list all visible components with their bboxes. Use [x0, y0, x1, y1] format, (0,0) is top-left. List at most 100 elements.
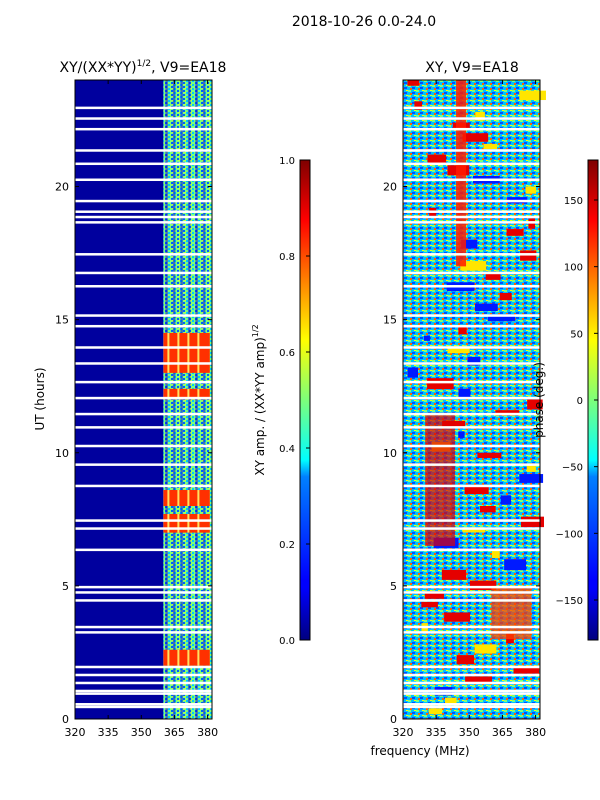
amplitude-gap-row	[75, 484, 212, 488]
amplitude-gap-row	[75, 380, 212, 384]
y-tick-label: 5	[62, 580, 69, 593]
amplitude-gap-row	[75, 412, 212, 416]
phase-gap-row	[403, 444, 540, 448]
phase-gap-row	[403, 221, 540, 224]
phase-gap-row	[403, 314, 540, 317]
phase-gap-row	[403, 599, 540, 602]
phase-panel-title: XY, V9=EA18	[425, 60, 519, 76]
phase-patch	[462, 527, 486, 533]
phase-gap-row	[403, 484, 540, 488]
colorbar-tick-label: 0.4	[279, 444, 295, 455]
x-tick-label: 350	[131, 726, 152, 739]
y-tick-label: 15	[383, 314, 397, 327]
phase-patch	[525, 186, 537, 194]
colorbar-tick-label: 0	[577, 396, 583, 407]
amplitude-colorbar-ticks: 0.0 0.2 0.4 0.6 0.8 1.0	[279, 156, 310, 647]
phase-patch	[519, 90, 546, 101]
phase-gap-row	[403, 548, 540, 552]
amplitude-high-stripe	[177, 332, 180, 373]
phase-gap-row	[403, 162, 540, 166]
x-tick-label: 335	[426, 726, 447, 739]
amplitude-high-stripe	[187, 332, 190, 373]
colorbar-tick-label: 150	[564, 196, 583, 207]
phase-patch	[458, 388, 471, 399]
amplitude-high-stripe	[187, 388, 190, 400]
amplitude-panel: XY/(XX*YY)1/2, V9=EA18 320 335 350 365 380 0…	[33, 59, 226, 739]
x-tick-label: 380	[197, 726, 218, 739]
amplitude-high-block	[163, 513, 210, 533]
phase-patch	[487, 314, 516, 322]
y-tick-label: 0	[62, 713, 69, 726]
phase-patch	[462, 133, 489, 142]
amplitude-gap-row	[75, 396, 212, 400]
x-tick-label: 320	[393, 726, 414, 739]
amplitude-colorbar: 0.0 0.2 0.4 0.6 0.8 1.0 XY amp. / (XX*YY amp)…	[251, 156, 311, 647]
phase-gap-row	[403, 519, 540, 522]
colorbar-tick-label: −50	[562, 463, 583, 474]
colorbar-tick-label: −100	[556, 529, 583, 540]
amplitude-gap-row	[75, 631, 212, 634]
phase-patch	[499, 293, 512, 301]
phase-red-region	[425, 412, 456, 546]
y-tick-label: 20	[383, 181, 397, 194]
amplitude-gap-row	[75, 426, 212, 429]
x-tick-label: 335	[98, 726, 119, 739]
phase-colorbar-ticks: 150 100 50 0 −50 −100 −150	[556, 196, 598, 607]
x-tick-label: 320	[65, 726, 86, 739]
amplitude-gap-row	[75, 692, 212, 695]
amplitude-high-stripe	[177, 649, 180, 666]
phase-patch	[441, 569, 467, 580]
amplitude-high-stripe	[197, 513, 200, 533]
amplitude-high-stripe	[197, 388, 200, 400]
phase-patch	[504, 559, 527, 571]
phase-red-track	[456, 80, 467, 267]
amplitude-high-stripe	[177, 388, 180, 400]
phase-gap-row	[403, 346, 540, 349]
amplitude-heatmap	[75, 80, 212, 719]
phase-gap-row	[403, 285, 540, 288]
amplitude-high-stripe	[187, 490, 190, 506]
colorbar-tick-label: 0.6	[279, 348, 295, 359]
phase-colorbar: 150 100 50 0 −50 −100 −150 phase (deg.)	[532, 159, 599, 641]
phase-gap-row	[403, 362, 540, 365]
amplitude-gap-row	[75, 703, 212, 706]
amplitude-high-stripe	[167, 649, 170, 666]
phase-red-region	[491, 585, 532, 640]
y-tick-label: 10	[383, 447, 397, 460]
phase-gap-row	[403, 215, 540, 219]
phase-gap-row	[403, 681, 540, 685]
phase-x-axis: 320 335 350 365 380	[393, 80, 546, 739]
amplitude-gap-row	[75, 625, 212, 629]
phase-gap-row	[403, 117, 540, 120]
amplitude-gap-row	[75, 210, 212, 213]
amplitude-high-stripe	[167, 513, 170, 533]
phase-patch	[407, 367, 419, 378]
phase-gap-row	[403, 380, 540, 384]
amplitude-colorbar-gradient	[299, 159, 311, 641]
phase-patch	[520, 516, 544, 528]
amplitude-gap-row	[75, 162, 212, 166]
phase-gap-row	[403, 149, 540, 152]
x-tick-label: 350	[459, 726, 480, 739]
colorbar-tick-label: 0.8	[279, 252, 295, 263]
phase-gap-row	[403, 253, 540, 256]
phase-patch	[519, 474, 544, 483]
colorbar-tick-label: 1.0	[279, 156, 295, 167]
phase-patch	[421, 601, 438, 608]
phase-gap-row	[403, 631, 540, 634]
x-tick-label: 380	[525, 726, 546, 739]
phase-patch	[465, 676, 492, 683]
amplitude-high-stripe	[187, 649, 190, 666]
amplitude-x-axis: 320 335 350 365 380	[65, 80, 218, 739]
phase-patch	[526, 463, 536, 472]
amplitude-gap-row	[75, 271, 212, 275]
amplitude-gap-row	[75, 106, 212, 110]
amplitude-gap-row	[75, 324, 212, 328]
amplitude-gap-row	[75, 591, 212, 594]
phase-gap-row	[403, 585, 540, 589]
phase-panel: XY, V9=EA18 320 335 350 365 380 0 5 10 15 20 fre…	[370, 60, 546, 758]
amplitude-high-stripe	[167, 388, 170, 400]
amplitude-high-block	[163, 490, 210, 506]
phase-patch	[479, 506, 496, 513]
amplitude-gap-row	[75, 463, 212, 466]
